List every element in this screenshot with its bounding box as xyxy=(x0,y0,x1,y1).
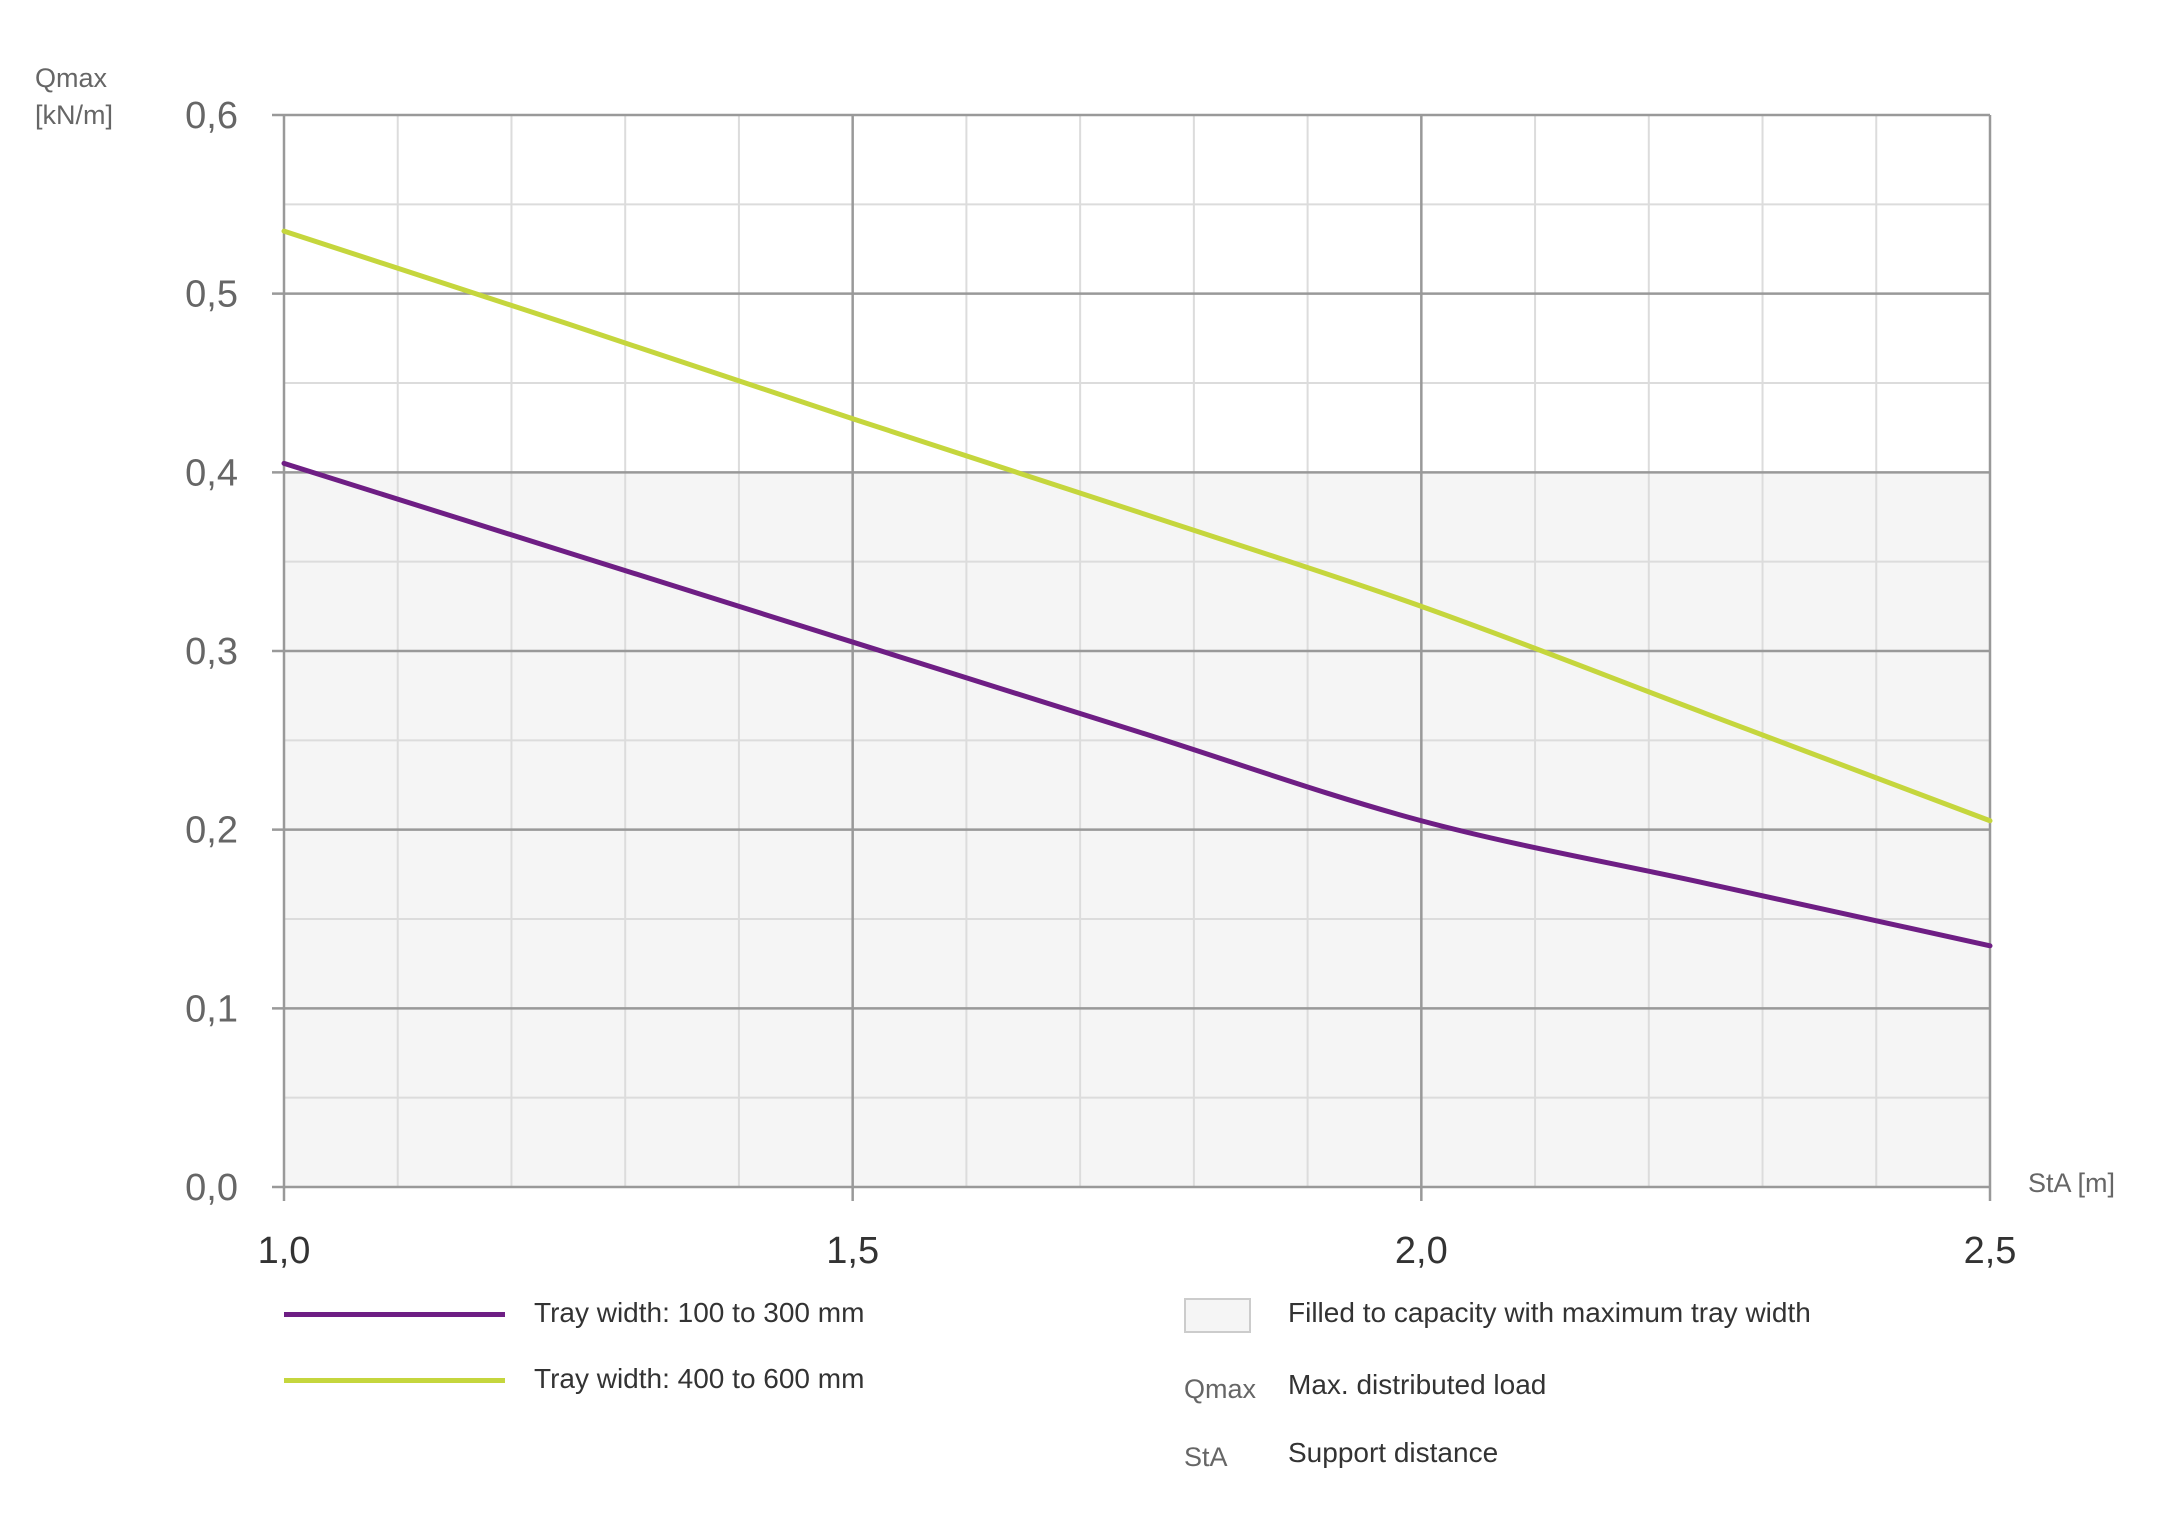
x-axis-label: StA [m] xyxy=(2028,1168,2116,1198)
legend-label-shaded: Filled to capacity with maximum tray wid… xyxy=(1288,1297,1811,1328)
y-tick-label: 0,0 xyxy=(185,1167,238,1209)
x-tick-label: 1,0 xyxy=(258,1230,311,1272)
y-axis-label: Qmax [kN/m] xyxy=(35,60,113,134)
legend-swatch-series-1 xyxy=(284,1312,505,1317)
x-tick-label: 2,0 xyxy=(1395,1230,1448,1272)
legend-swatch-series-2 xyxy=(284,1378,505,1383)
y-tick-label: 0,5 xyxy=(185,274,238,316)
y-tick-label: 0,3 xyxy=(185,631,238,673)
series-line-2 xyxy=(281,228,1993,824)
y-tick-label: 0,2 xyxy=(185,810,238,852)
abbreviation-meaning: Max. distributed load xyxy=(1288,1369,1547,1400)
legend-label-series-1: Tray width: 100 to 300 mm xyxy=(534,1297,865,1328)
y-axis-label-line1: Qmax xyxy=(35,63,108,93)
y-tick-label: 0,6 xyxy=(185,95,238,137)
y-tick-label: 0,1 xyxy=(185,988,238,1030)
x-tick-label: 1,5 xyxy=(826,1230,879,1272)
abbreviation-meaning: Support distance xyxy=(1288,1437,1499,1468)
legend-label-series-2: Tray width: 400 to 600 mm xyxy=(534,1363,865,1394)
series-line-1 xyxy=(281,460,1993,949)
abbreviation-term: StA xyxy=(1184,1442,1228,1472)
y-axis-label-line2: [kN/m] xyxy=(35,100,113,130)
x-tick-label: 2,5 xyxy=(1964,1230,2017,1272)
abbreviation-term: Qmax xyxy=(1184,1374,1257,1404)
legend-swatch-shaded xyxy=(1184,1298,1251,1333)
y-tick-label: 0,4 xyxy=(185,452,238,494)
